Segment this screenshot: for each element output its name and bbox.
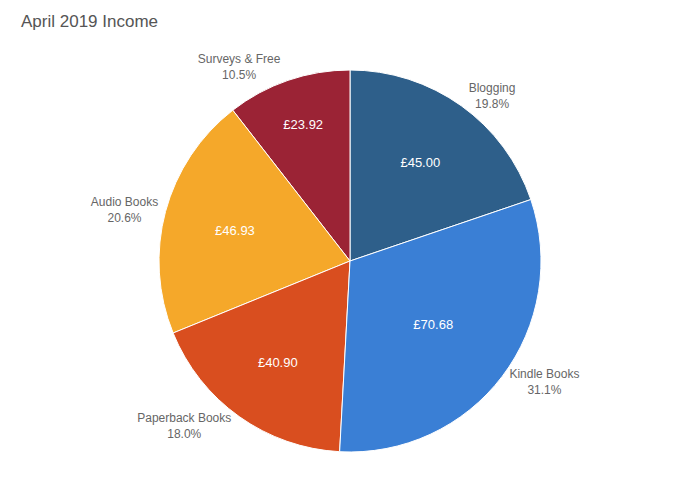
svg-text:£46.93: £46.93	[215, 223, 255, 238]
svg-text:Surveys & Free10.5%: Surveys & Free10.5%	[198, 52, 281, 82]
svg-text:April 2019 Income: April 2019 Income	[21, 12, 158, 31]
svg-text:£45.00: £45.00	[400, 155, 440, 170]
svg-text:£23.92: £23.92	[283, 117, 323, 132]
svg-text:Blogging19.8%: Blogging19.8%	[469, 81, 516, 111]
svg-text:Audio Books20.6%: Audio Books20.6%	[91, 195, 158, 225]
svg-text:Kindle Books31.1%: Kindle Books31.1%	[509, 367, 579, 397]
svg-text:£70.68: £70.68	[413, 317, 453, 332]
svg-text:Paperback Books18.0%: Paperback Books18.0%	[137, 411, 231, 441]
svg-text:£40.90: £40.90	[258, 355, 298, 370]
